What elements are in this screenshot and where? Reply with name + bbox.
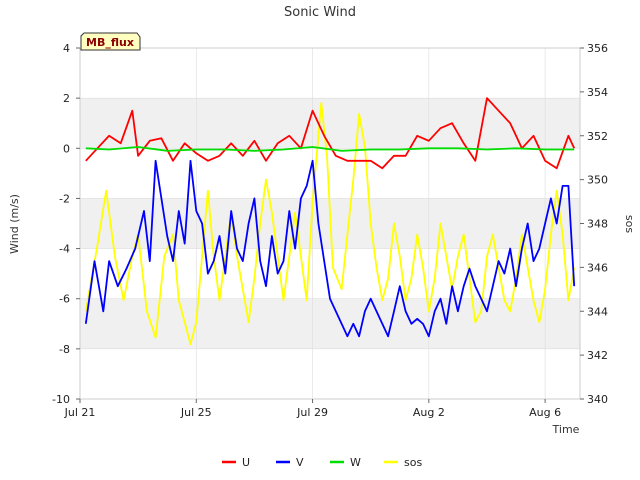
left-tick-label-1: 2: [63, 92, 70, 105]
legend-label-U: U: [242, 456, 250, 469]
right-tick-label-7: 342: [587, 349, 608, 362]
right-tick-label-6: 344: [587, 305, 608, 318]
right-tick-label-5: 346: [587, 261, 608, 274]
station-badge: MB_flux: [80, 32, 141, 51]
x-tick-label-3: Aug 2: [413, 406, 445, 419]
x-tick-label-2: Jul 29: [296, 406, 328, 419]
left-tick-label-3: -2: [59, 192, 70, 205]
left-tick-label-2: 0: [63, 142, 70, 155]
right-tick-label-2: 352: [587, 130, 608, 143]
chart-title: Sonic Wind: [284, 5, 356, 20]
x-tick-label-4: Aug 6: [529, 406, 561, 419]
right-tick-label-0: 356: [587, 42, 608, 55]
band-2: [80, 298, 580, 349]
x-tick-label-1: Jul 25: [180, 406, 212, 419]
band-0: [80, 98, 580, 149]
right-tick-label-4: 348: [587, 218, 608, 231]
badge-label: MB_flux: [86, 36, 134, 49]
legend-label-sos: sos: [404, 456, 422, 469]
left-tick-label-6: -8: [59, 343, 70, 356]
legend-label-V: V: [296, 456, 304, 469]
left-tick-label-0: 4: [63, 42, 70, 55]
right-tick-label-8: 340: [587, 393, 608, 406]
series-W-line: [85, 146, 575, 152]
x-axis: Jul 21 Jul 25 Jul 29 Aug 2 Aug 6: [64, 399, 561, 419]
right-axis-label: sos: [623, 215, 636, 233]
badge-box: [80, 32, 141, 51]
x-axis-label: Time: [552, 423, 580, 436]
legend-item-V: V: [276, 456, 304, 469]
left-axis-label: Wind (m/s): [8, 194, 21, 254]
legend-item-sos: sos: [384, 456, 422, 469]
x-tick-label-0: Jul 21: [64, 406, 96, 419]
series-U-line: [85, 97, 576, 170]
series-sos-line: [84, 101, 576, 346]
left-axis: 4 2 0 -2 -4 -6 -8 -10: [52, 42, 80, 406]
series-layer: [84, 97, 576, 346]
legend-item-W: W: [330, 456, 361, 469]
right-tick-label-3: 350: [587, 174, 608, 187]
left-tick-label-7: -10: [52, 393, 70, 406]
left-tick-label-5: -6: [59, 293, 70, 306]
right-tick-label-1: 354: [587, 86, 608, 99]
right-axis: 356 354 352 350 348 346 344 342 340: [580, 42, 608, 406]
legend-item-U: U: [222, 456, 250, 469]
legend-label-W: W: [350, 456, 361, 469]
left-tick-label-4: -4: [59, 243, 70, 256]
series-V-line: [84, 159, 576, 338]
